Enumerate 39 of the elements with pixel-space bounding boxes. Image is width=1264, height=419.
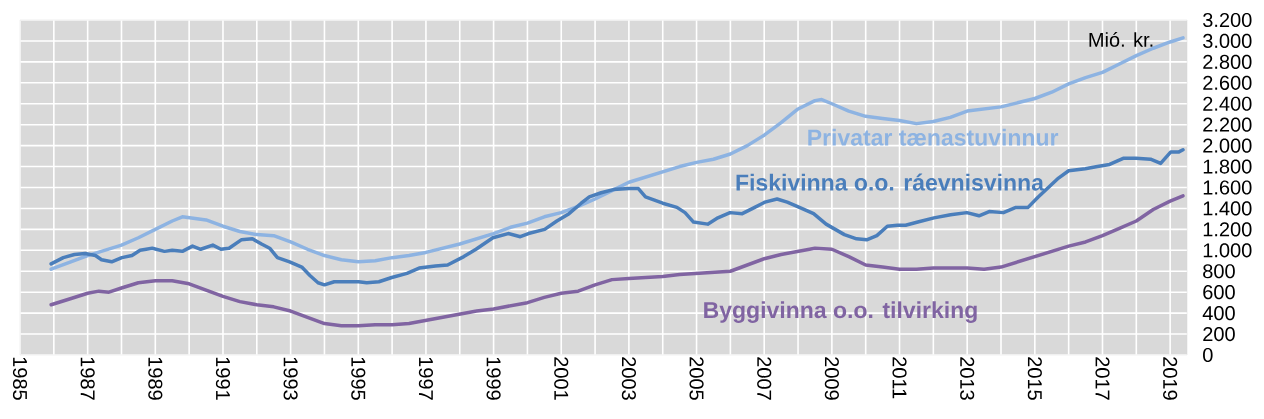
y-tick-label: 0 [1203,347,1213,363]
x-tick-label: 1995 [351,357,366,400]
series-label: Byggivinna o.o. tilvirking [704,301,977,323]
y-tick-label: 2.200 [1203,117,1252,132]
x-tick-label: 1993 [283,357,298,400]
y-tick-label: 200 [1203,326,1235,342]
y-tick-label: 1.800 [1203,159,1252,174]
y-tick-label: 1.400 [1203,201,1252,216]
x-tick-label: 2001 [554,357,569,400]
y-tick-label: 3.200 [1203,12,1252,28]
y-tick-label: 2.400 [1203,96,1252,111]
annotation: Mió. kr. [1089,31,1153,47]
y-tick-label: 2.600 [1203,75,1252,90]
x-tick-label: 2005 [689,357,704,400]
y-tick-label: 2.000 [1203,138,1252,153]
y-tick-label: 1.200 [1203,222,1252,237]
x-tick-label: 1987 [80,357,95,400]
y-tick-label: 1.000 [1203,243,1252,258]
x-tick-label: 2003 [621,357,636,400]
series-label: Fiskivinna o.o. ráevnisvinna [736,173,1045,191]
x-tick-label: 2011 [892,357,907,399]
x-tick-label: 2019 [1163,357,1178,400]
x-tick-label: 1991 [215,357,231,400]
x-tick-label: 1985 [12,357,28,400]
x-tick-label: 1997 [418,357,434,400]
x-tick-label: 2009 [824,357,839,400]
y-tick-label: 400 [1202,306,1235,321]
x-tick-label: 2013 [960,357,975,400]
series-label: Privatar tænastuvinnur [808,128,1059,146]
x-tick-label: 2015 [1027,357,1042,400]
x-tick-label: 1999 [486,357,501,400]
y-tick-label: 2.800 [1203,54,1252,69]
y-tick-label: 800 [1203,264,1235,279]
y-tick-label: 3.000 [1203,33,1252,49]
x-tick-label: 1989 [148,357,163,400]
y-tick-label: 1.600 [1203,180,1252,195]
x-tick-label: 2017 [1095,357,1110,400]
x-tick-label: 2007 [757,357,772,400]
y-tick-label: 600 [1203,285,1235,300]
